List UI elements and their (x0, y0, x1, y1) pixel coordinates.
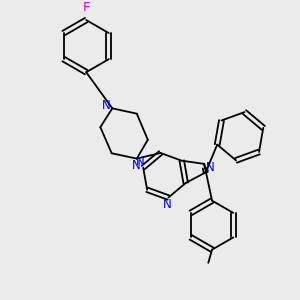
Text: N: N (102, 99, 111, 112)
Text: N: N (136, 155, 144, 168)
Text: F: F (82, 2, 90, 14)
Text: N: N (206, 160, 215, 173)
Text: N: N (132, 159, 141, 172)
Text: N: N (162, 198, 171, 211)
